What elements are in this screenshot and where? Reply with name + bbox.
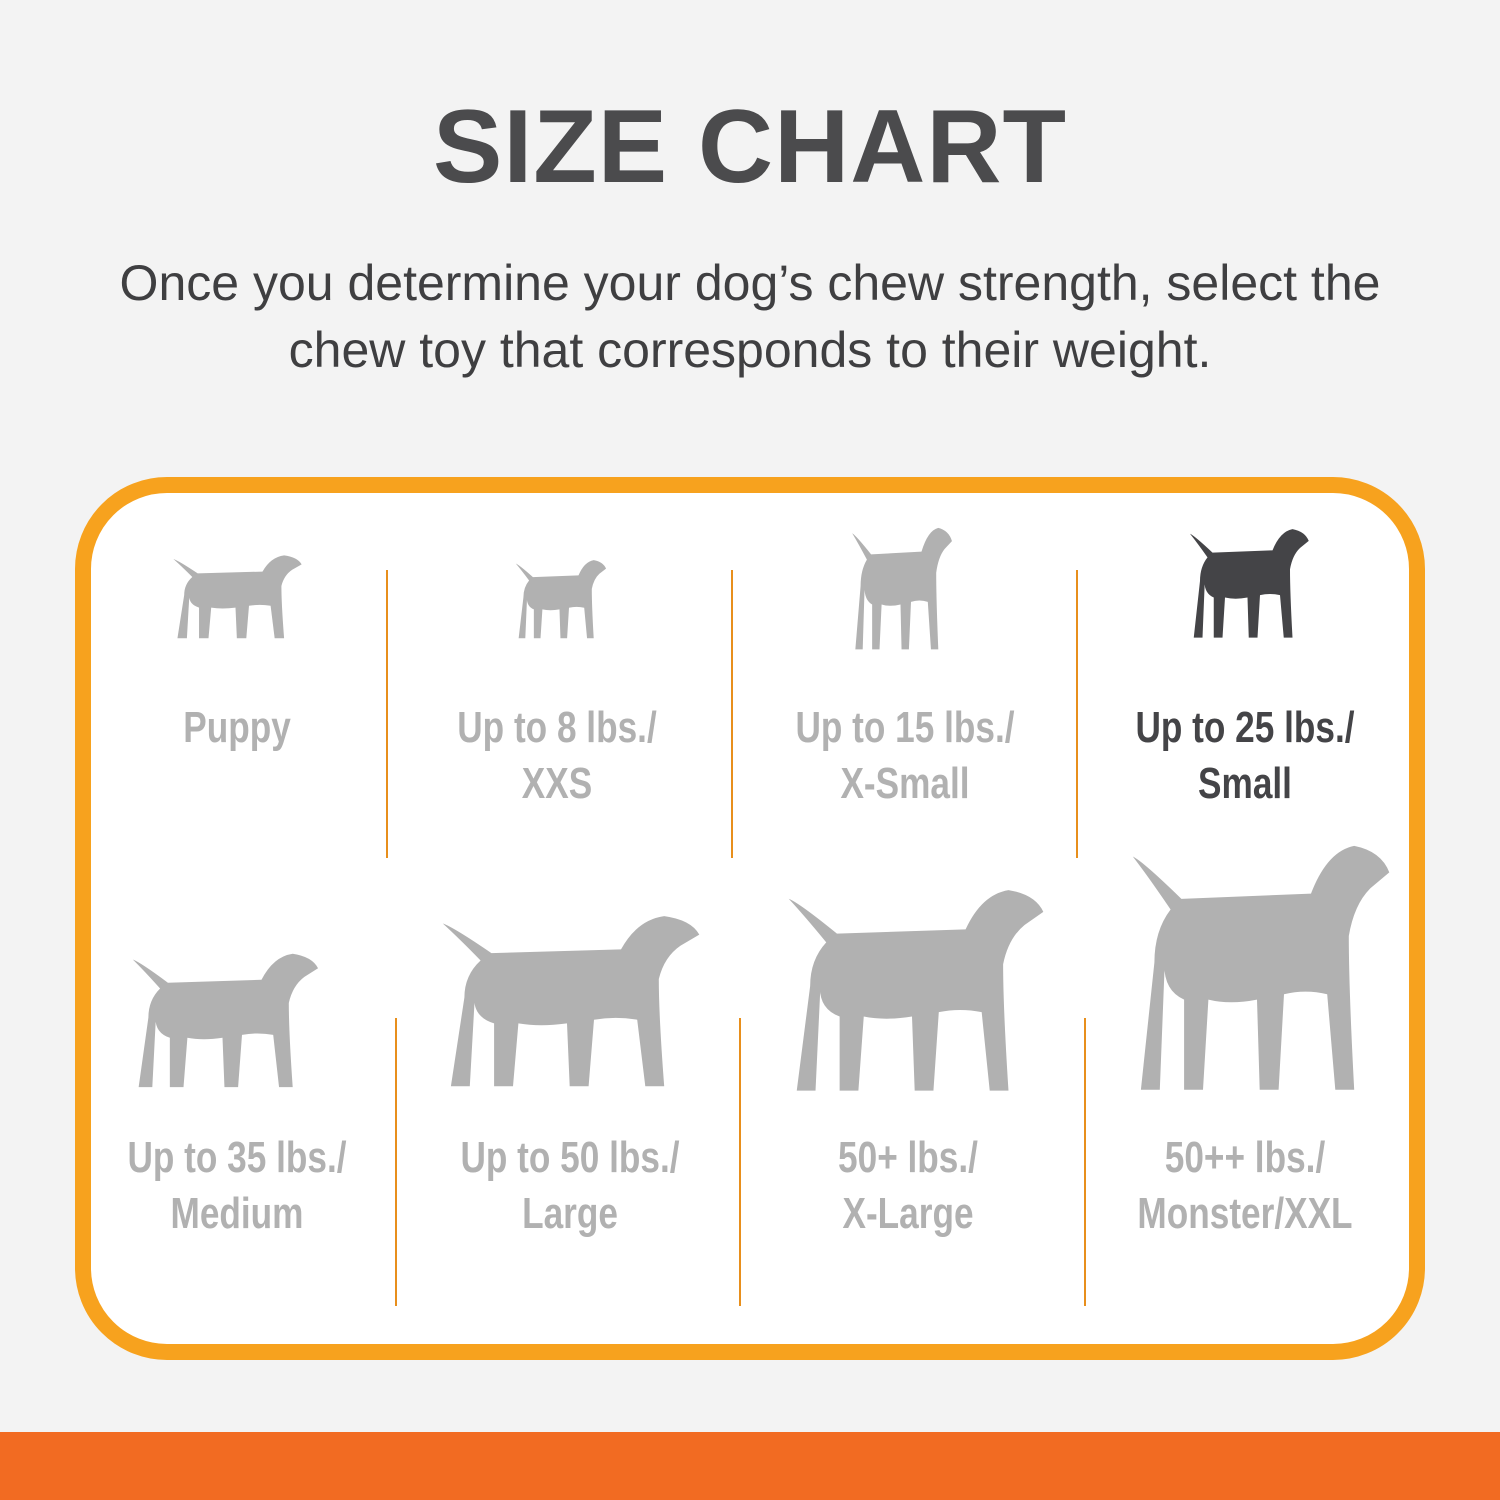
size-label-line1: Up to 25 lbs./ [1135, 703, 1355, 752]
size-label: Up to 8 lbs./ XXS [397, 700, 717, 812]
size-label: Up to 15 lbs./ X-Small [745, 700, 1065, 812]
size-label-line2: XXS [521, 759, 593, 808]
size-label-line1: Up to 35 lbs./ [127, 1133, 347, 1182]
size-label-line1: Up to 50 lbs./ [460, 1133, 680, 1182]
size-label-line1: 50++ lbs./ [1164, 1133, 1326, 1182]
dog-silhouette [515, 560, 607, 639]
size-label: Puppy [77, 700, 397, 756]
size-label-line2: Medium [170, 1189, 304, 1238]
size-label-line1: Up to 8 lbs./ [457, 703, 657, 752]
size-label: Up to 50 lbs./ Large [410, 1130, 730, 1242]
subtitle-line-1: Once you determine your dog’s chew stren… [119, 255, 1381, 311]
divider [386, 570, 388, 858]
size-label-line1: Up to 15 lbs./ [795, 703, 1015, 752]
shepherd-icon [788, 890, 1044, 1091]
subtitle: Once you determine your dog’s chew stren… [0, 250, 1500, 384]
terrier-icon [1190, 529, 1309, 638]
dog-silhouette [852, 527, 952, 650]
divider [395, 1018, 397, 1306]
divider [1084, 1018, 1086, 1306]
divider [1076, 570, 1078, 858]
divider [731, 570, 733, 858]
size-label-line2: X-Large [842, 1189, 974, 1238]
size-label: Up to 35 lbs./ Medium [77, 1130, 397, 1242]
page-title: SIZE CHART [433, 89, 1067, 205]
chihuahua-icon [515, 560, 607, 639]
dog-silhouette [173, 555, 302, 639]
size-label-line2: Large [522, 1189, 618, 1238]
dog-silhouette [442, 916, 700, 1087]
puppy-icon [173, 555, 302, 639]
size-label-line2: X-Small [840, 759, 970, 808]
size-label-line2: Monster/XXL [1137, 1189, 1353, 1238]
dog-silhouette [788, 890, 1044, 1091]
subtitle-line-2: chew toy that corresponds to their weigh… [288, 322, 1212, 378]
bottom-bar [0, 1432, 1500, 1500]
size-label-line1: 50+ lbs./ [838, 1133, 978, 1182]
beagle-icon [132, 953, 319, 1088]
dog-silhouette [1190, 529, 1309, 638]
great-dane-icon [1132, 845, 1390, 1090]
size-label: 50++ lbs./ Monster/XXL [1085, 1130, 1405, 1242]
dog-silhouette [1132, 845, 1390, 1090]
dog-silhouette [132, 953, 319, 1088]
size-label: 50+ lbs./ X-Large [748, 1130, 1068, 1242]
labrador-icon [442, 916, 700, 1087]
divider [739, 1018, 741, 1306]
size-label-line1: Puppy [183, 703, 291, 752]
size-label: Up to 25 lbs./ Small [1085, 700, 1405, 812]
toy-terrier-icon [852, 527, 952, 650]
size-label-line2: Small [1198, 759, 1292, 808]
